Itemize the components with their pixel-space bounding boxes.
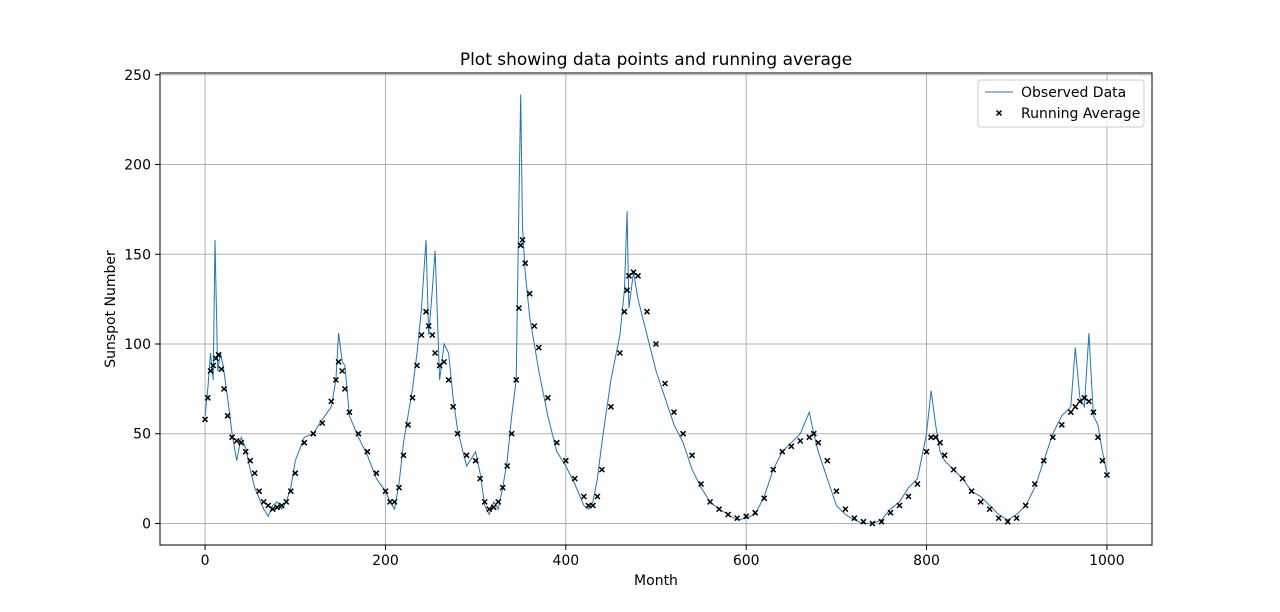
running-average-point <box>969 489 974 494</box>
x-axis: 0 200 400 600 800 1000 <box>201 545 1125 569</box>
y-tick-label: 0 <box>142 516 151 532</box>
running-average-point <box>288 489 293 494</box>
running-average-point <box>843 507 848 512</box>
x-tick-label: 200 <box>372 553 399 569</box>
running-average-point <box>252 471 257 476</box>
running-average-point <box>222 386 227 391</box>
running-average-point <box>518 243 523 248</box>
running-average-point <box>329 399 334 404</box>
running-average-point <box>284 499 289 504</box>
x-tick-label: 400 <box>552 553 579 569</box>
running-average-point <box>663 381 668 386</box>
running-average-point <box>996 516 1001 521</box>
x-axis-label: Month <box>634 573 678 589</box>
legend: Observed Data Running Average <box>978 80 1144 127</box>
running-average-point <box>951 467 956 472</box>
running-average-point <box>906 494 911 499</box>
running-average-point <box>219 367 224 372</box>
running-average-point <box>789 444 794 449</box>
running-average-point <box>340 368 345 373</box>
running-average-point <box>897 503 902 508</box>
grid <box>160 73 1152 545</box>
running-average-point <box>257 489 262 494</box>
running-average-point <box>430 333 435 338</box>
running-average-point <box>572 476 577 481</box>
running-average-point <box>1041 458 1046 463</box>
running-average-point <box>1068 410 1073 415</box>
running-average-point <box>608 404 613 409</box>
running-average-point <box>960 476 965 481</box>
running-average-point <box>419 333 424 338</box>
running-average-series <box>203 237 1110 526</box>
running-average-point <box>672 410 677 415</box>
running-average-point <box>536 345 541 350</box>
running-average-point <box>478 476 483 481</box>
running-average-point <box>581 494 586 499</box>
y-tick-label: 250 <box>124 68 151 84</box>
running-average-point <box>617 351 622 356</box>
running-average-point <box>599 467 604 472</box>
legend-running-average-label: Running Average <box>1021 106 1140 122</box>
running-average-point <box>505 464 510 469</box>
observed-data-line <box>205 95 1107 524</box>
y-tick-label: 100 <box>124 337 151 353</box>
running-average-point <box>545 395 550 400</box>
running-average-point <box>834 489 839 494</box>
running-average-point <box>978 499 983 504</box>
running-average-point <box>1059 422 1064 427</box>
running-average-point <box>915 482 920 487</box>
running-average-point <box>205 395 210 400</box>
running-average-point <box>645 309 650 314</box>
running-average-point <box>825 458 830 463</box>
x-tick-label: 0 <box>201 553 210 569</box>
running-average-point <box>1086 399 1091 404</box>
running-average-point <box>1073 404 1078 409</box>
running-average-point <box>433 351 438 356</box>
running-average-point <box>780 449 785 454</box>
y-tick-label: 50 <box>133 427 151 443</box>
observed-data-series <box>205 95 1107 524</box>
legend-observed-data-label: Observed Data <box>1021 85 1126 101</box>
running-average-point <box>225 413 230 418</box>
y-axis-label: Sunspot Number <box>103 250 119 368</box>
running-average-point <box>708 499 713 504</box>
x-tick-label: 600 <box>733 553 760 569</box>
running-average-point <box>464 453 469 458</box>
running-average-point <box>1050 435 1055 440</box>
running-average-point <box>446 377 451 382</box>
y-tick-label: 200 <box>124 158 151 174</box>
y-axis: 0 50 100 150 200 250 <box>124 68 160 533</box>
running-average-point <box>1023 503 1028 508</box>
running-average-point <box>520 237 525 242</box>
running-average-point <box>636 273 641 278</box>
y-tick-label: 150 <box>124 247 151 263</box>
running-average-point <box>1032 482 1037 487</box>
running-average-point <box>987 507 992 512</box>
running-average-point <box>798 438 803 443</box>
running-average-point <box>771 467 776 472</box>
x-tick-label: 1000 <box>1089 553 1125 569</box>
plot-frame <box>160 73 1152 545</box>
running-average-point <box>532 324 537 329</box>
chart-title: Plot showing data points and running ave… <box>460 50 852 70</box>
running-average-point <box>942 453 947 458</box>
running-average-point <box>595 494 600 499</box>
running-average-point <box>717 507 722 512</box>
running-average-point <box>1014 516 1019 521</box>
running-average-point <box>527 291 532 296</box>
x-tick-label: 800 <box>913 553 940 569</box>
running-average-point <box>726 512 731 517</box>
running-average-point <box>888 510 893 515</box>
running-average-point <box>690 453 695 458</box>
